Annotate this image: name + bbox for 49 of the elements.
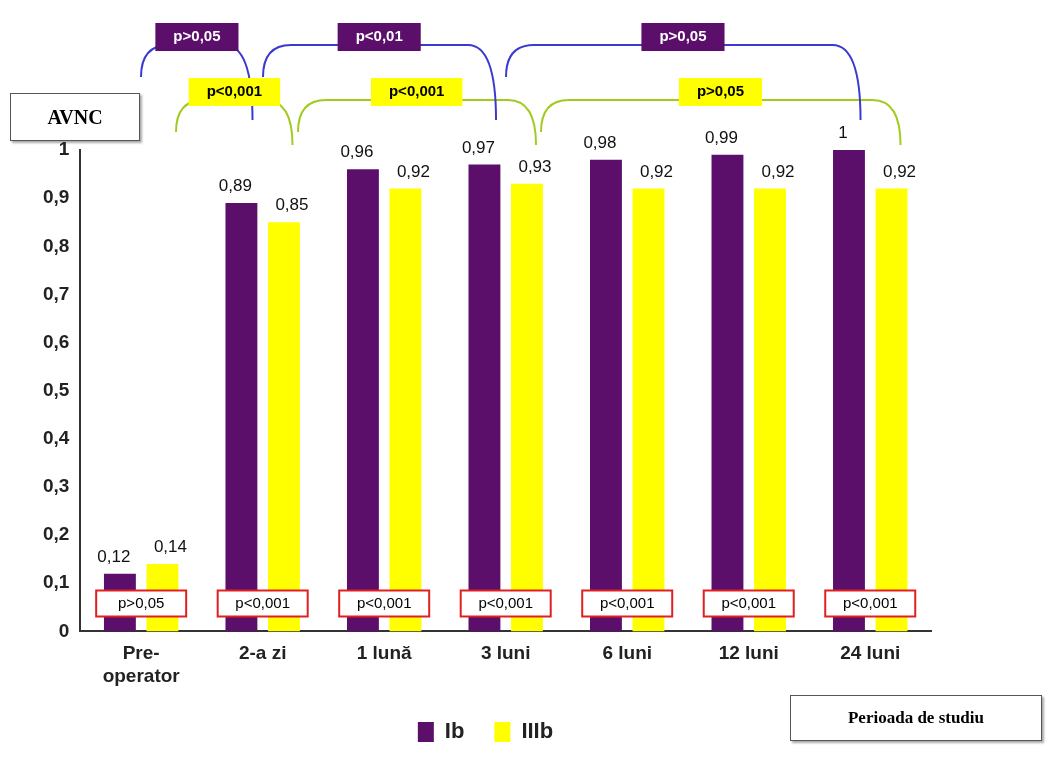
y-tick-label: 0,4 — [42, 427, 70, 449]
annotation: p<0,001 — [842, 593, 898, 611]
annotation: p<0,001 — [721, 593, 777, 611]
x-tick-label: Pre- operator — [102, 642, 181, 686]
data-label: 0,92 — [761, 161, 795, 181]
data-label: 0,85 — [275, 195, 309, 215]
y-tick-label: 0,1 — [42, 571, 70, 593]
y-tick-label: 0,8 — [42, 234, 70, 256]
data-label: 0,96 — [340, 142, 374, 162]
y-tick-label: 0,6 — [42, 330, 70, 352]
text: p<0,001 — [206, 82, 263, 100]
x-axis-title: Perioada de studiu — [790, 695, 1042, 741]
y-tick-label: 1 — [58, 138, 70, 160]
y-tick-label: 0 — [58, 619, 70, 641]
x-tick-label: 24 luni — [840, 642, 901, 664]
data-label: 0,92 — [639, 161, 674, 181]
data-label: 0,93 — [518, 156, 552, 176]
data-label: 0,89 — [218, 176, 252, 196]
text: p>0,05 — [173, 27, 221, 45]
x-tick-label: 12 luni — [718, 642, 779, 664]
text: p>0,05 — [659, 27, 707, 45]
data-label: 0,12 — [97, 546, 131, 566]
text: p<0,001 — [388, 82, 445, 100]
y-tick-label: 0,5 — [42, 378, 70, 400]
data-label: 0,92 — [396, 161, 431, 181]
annotation: p<0,001 — [356, 593, 412, 611]
legend-label: Ib — [444, 718, 465, 744]
data-label: 0,97 — [461, 137, 495, 157]
x-tick-label: 6 luni — [602, 642, 653, 664]
annotation: p<0,001 — [599, 593, 655, 611]
y-tick-label: 0,7 — [42, 282, 70, 304]
data-label: 0,99 — [704, 128, 739, 147]
data-label: 0,98 — [583, 132, 617, 152]
annotation: p<0,001 — [235, 593, 290, 611]
x-tick-label: 3 luni — [480, 642, 531, 664]
y-tick-label: 0,2 — [42, 523, 70, 545]
x-tick-label: 1 lună — [356, 642, 413, 664]
data-label: 0,14 — [153, 537, 187, 557]
y-axis-title: AVNC — [47, 105, 103, 128]
text: p>0,05 — [696, 82, 745, 100]
x-tick-label: 2-a zi — [238, 642, 287, 664]
text: p<0,01 — [355, 27, 403, 45]
y-tick-label: 0,3 — [42, 475, 70, 497]
data-label: 0,92 — [882, 161, 917, 181]
annotation: p<0,001 — [478, 593, 534, 611]
data-label: 1 — [838, 123, 848, 143]
legend-label: IIIb — [521, 718, 554, 744]
annotation: p>0,05 — [118, 593, 165, 611]
y-tick-label: 0,9 — [42, 186, 70, 208]
